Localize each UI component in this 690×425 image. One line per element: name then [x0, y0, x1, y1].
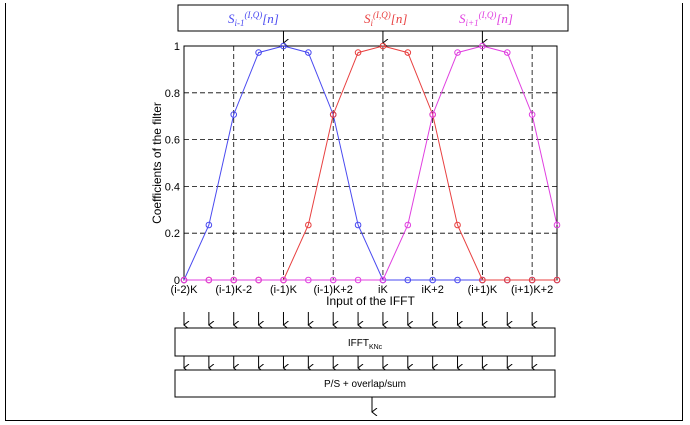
x-tick-label: iK+2 [422, 284, 444, 296]
ps-box [174, 369, 556, 398]
data-point [354, 221, 362, 229]
data-point [454, 221, 461, 229]
data-point [479, 42, 486, 50]
data-point [479, 276, 486, 284]
data-point [429, 111, 436, 118]
x-tick-label: (i+1)K [468, 284, 498, 296]
data-point [379, 42, 387, 50]
data-point [305, 49, 312, 56]
data-point [404, 276, 412, 284]
y-tick-label: 0.6 [165, 135, 180, 147]
figure-frame [5, 3, 683, 421]
signal-label: Si+1(I,Q)[n] [459, 10, 513, 28]
x-tick-label: (i-1)K+2 [313, 284, 352, 296]
x-tick-label: (i+1)K+2 [511, 284, 553, 296]
x-axis-ticks: (i-2)K (i-1)K-2 (i-1)K (i-1)K+2 iK iK+2 (i+1)K… [171, 284, 554, 296]
data-point [528, 111, 536, 118]
data-point [354, 276, 362, 284]
input-arrows [184, 312, 532, 325]
x-axis-label: Input of the IFFT [326, 294, 415, 308]
data-point [180, 276, 188, 284]
output-arrows [184, 356, 532, 368]
y-axis-ticks: 0 0.2 0.4 0.6 0.8 1 [165, 41, 180, 287]
data-point [280, 276, 287, 284]
data-point [503, 276, 511, 284]
x-tick-label: iK [378, 284, 388, 296]
plot-area [183, 45, 558, 281]
signal-labels: Si-1(I,Q)[n] Si(I,Q)[n] Si+1(I,Q)[n] [228, 10, 513, 28]
data-point [205, 276, 213, 284]
x-tick-label: (i-1)K [270, 284, 298, 296]
data-point [553, 276, 561, 284]
series-lines [180, 42, 561, 284]
data-point [205, 221, 213, 229]
data-point [404, 49, 412, 56]
y-tick-label: 0.8 [165, 88, 180, 100]
signal-box [177, 4, 569, 32]
data-point [329, 111, 337, 118]
data-point [404, 221, 412, 229]
grid-lines [184, 46, 557, 280]
data-point [230, 111, 238, 118]
y-tick-label: 0 [174, 275, 180, 287]
data-point [255, 49, 262, 56]
ifft-box [174, 327, 556, 357]
data-point [280, 42, 287, 50]
data-point [454, 49, 461, 56]
signal-arrows [283, 31, 482, 43]
signal-label: Si-1(I,Q)[n] [228, 10, 279, 28]
x-tick-label: (i-2)K [171, 284, 199, 296]
ps-label: P/S + overlap/sum [324, 379, 406, 390]
data-point [454, 276, 461, 284]
data-point [429, 276, 436, 284]
y-tick-label: 1 [174, 41, 180, 53]
data-point [354, 49, 362, 56]
ifft-label: IFFTKNc [348, 338, 383, 351]
data-point [305, 221, 312, 229]
series-line-2 [184, 45, 558, 281]
signal-label: Si(I,Q)[n] [364, 10, 407, 28]
data-point [255, 276, 262, 284]
data-point [305, 276, 312, 284]
x-tick-label: (i-1)K-2 [215, 284, 252, 296]
data-point [230, 276, 238, 284]
y-axis-label: Coefficients of the filter [150, 102, 164, 224]
data-point [528, 276, 536, 284]
data-point [329, 276, 337, 284]
y-tick-label: 0.2 [165, 228, 180, 240]
y-tick-label: 0.4 [165, 181, 180, 193]
data-point [503, 49, 511, 56]
data-point [379, 276, 387, 284]
data-point [553, 221, 561, 229]
